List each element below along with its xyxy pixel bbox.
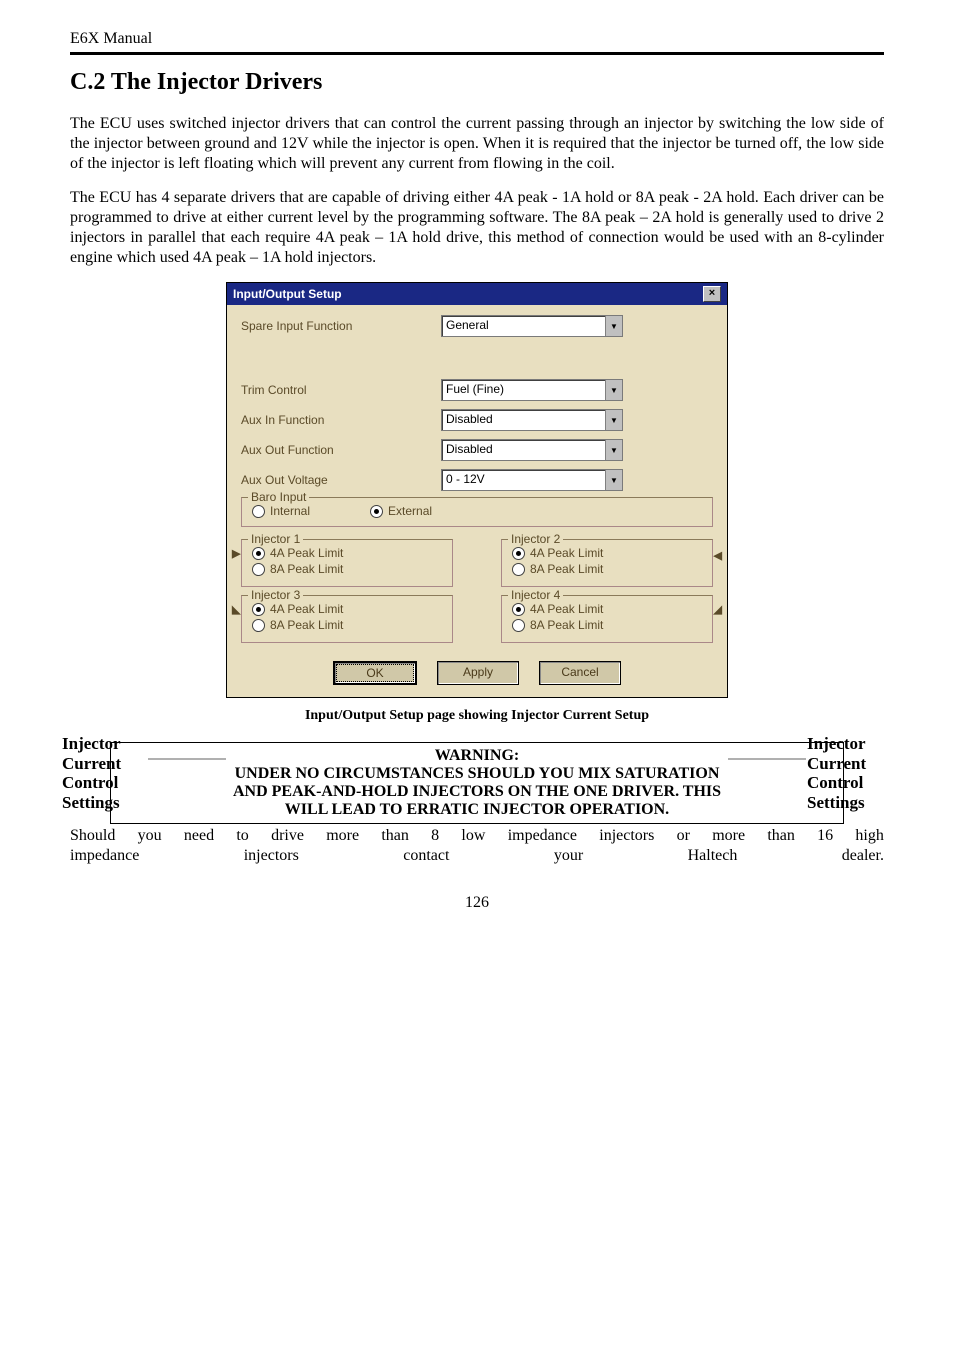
apply-button[interactable]: Apply xyxy=(437,661,519,685)
header-rule xyxy=(70,52,884,55)
page-number: 126 xyxy=(70,894,884,912)
callout-left: Injector Current Control Settings xyxy=(62,734,147,812)
radio-baro-internal[interactable]: Internal xyxy=(252,504,310,518)
cancel-button[interactable]: Cancel xyxy=(539,661,621,685)
label-aux-in: Aux In Function xyxy=(241,413,441,427)
legend-baro: Baro Input xyxy=(248,490,309,504)
radio-inj4-8a[interactable]: 8A Peak Limit xyxy=(512,618,702,632)
arrow-icon: ◀ xyxy=(714,549,722,562)
combo-aux-voltage[interactable]: 0 - 12V xyxy=(441,469,623,491)
chevron-down-icon[interactable] xyxy=(605,440,622,460)
group-baro-input: Baro Input Internal External xyxy=(241,497,713,527)
warning-line-2: AND PEAK-AND-HOLD INJECTORS ON THE ONE D… xyxy=(121,783,833,801)
radio-inj2-8a[interactable]: 8A Peak Limit xyxy=(512,562,702,576)
label-trim-control: Trim Control xyxy=(241,383,441,397)
figure-area: Injector Current Control Settings Inject… xyxy=(70,282,884,698)
group-injector-3: Injector 3 ◣ 4A Peak Limit 8A Peak Limit xyxy=(241,595,453,643)
paragraph-2: The ECU has 4 separate drivers that are … xyxy=(70,188,884,268)
tail-paragraph: Shouldyouneedtodrivemorethan8lowimpedanc… xyxy=(70,826,884,866)
chevron-down-icon[interactable] xyxy=(605,410,622,430)
combo-aux-out[interactable]: Disabled xyxy=(441,439,623,461)
label-aux-out: Aux Out Function xyxy=(241,443,441,457)
radio-inj1-4a[interactable]: 4A Peak Limit xyxy=(252,546,442,560)
group-injector-1: Injector 1 ▶ 4A Peak Limit 8A Peak Limit xyxy=(241,539,453,587)
close-icon[interactable]: × xyxy=(703,286,721,302)
callout-right: Injector Current Control Settings xyxy=(807,734,892,812)
radio-baro-external[interactable]: External xyxy=(370,504,432,518)
warning-line-1: UNDER NO CIRCUMSTANCES SHOULD YOU MIX SA… xyxy=(121,765,833,783)
chevron-down-icon[interactable] xyxy=(605,316,622,336)
figure-caption: Input/Output Setup page showing Injector… xyxy=(70,708,884,724)
label-spare-input: Spare Input Function xyxy=(241,319,441,333)
combo-spare-input[interactable]: General xyxy=(441,315,623,337)
callout-line-left xyxy=(148,758,226,760)
radio-inj1-8a[interactable]: 8A Peak Limit xyxy=(252,562,442,576)
paragraph-1: The ECU uses switched injector drivers t… xyxy=(70,114,884,174)
radio-inj2-4a[interactable]: 4A Peak Limit xyxy=(512,546,702,560)
group-injector-4: Injector 4 ◢ 4A Peak Limit 8A Peak Limit xyxy=(501,595,713,643)
dialog-title: Input/Output Setup xyxy=(233,287,342,301)
warning-line-3: WILL LEAD TO ERRATIC INJECTOR OPERATION. xyxy=(121,801,833,819)
doc-header: E6X Manual xyxy=(70,30,884,48)
ok-button[interactable]: OK xyxy=(333,661,417,685)
dialog-titlebar: Input/Output Setup × xyxy=(227,283,727,305)
chevron-down-icon[interactable] xyxy=(605,380,622,400)
label-aux-voltage: Aux Out Voltage xyxy=(241,473,441,487)
radio-inj4-4a[interactable]: 4A Peak Limit xyxy=(512,602,702,616)
section-heading: C.2 The Injector Drivers xyxy=(70,69,884,96)
io-setup-dialog: Input/Output Setup × Spare Input Functio… xyxy=(226,282,728,698)
group-injector-2: Injector 2 ◀ 4A Peak Limit 8A Peak Limit xyxy=(501,539,713,587)
radio-inj3-8a[interactable]: 8A Peak Limit xyxy=(252,618,442,632)
arrow-icon: ◣ xyxy=(232,603,240,616)
chevron-down-icon[interactable] xyxy=(605,470,622,490)
combo-aux-in[interactable]: Disabled xyxy=(441,409,623,431)
warning-title: WARNING: xyxy=(121,747,833,765)
arrow-icon: ▶ xyxy=(232,547,240,560)
combo-trim-control[interactable]: Fuel (Fine) xyxy=(441,379,623,401)
radio-inj3-4a[interactable]: 4A Peak Limit xyxy=(252,602,442,616)
arrow-icon: ◢ xyxy=(714,603,722,616)
warning-box: WARNING: UNDER NO CIRCUMSTANCES SHOULD Y… xyxy=(110,742,844,824)
callout-line-right xyxy=(728,758,806,760)
